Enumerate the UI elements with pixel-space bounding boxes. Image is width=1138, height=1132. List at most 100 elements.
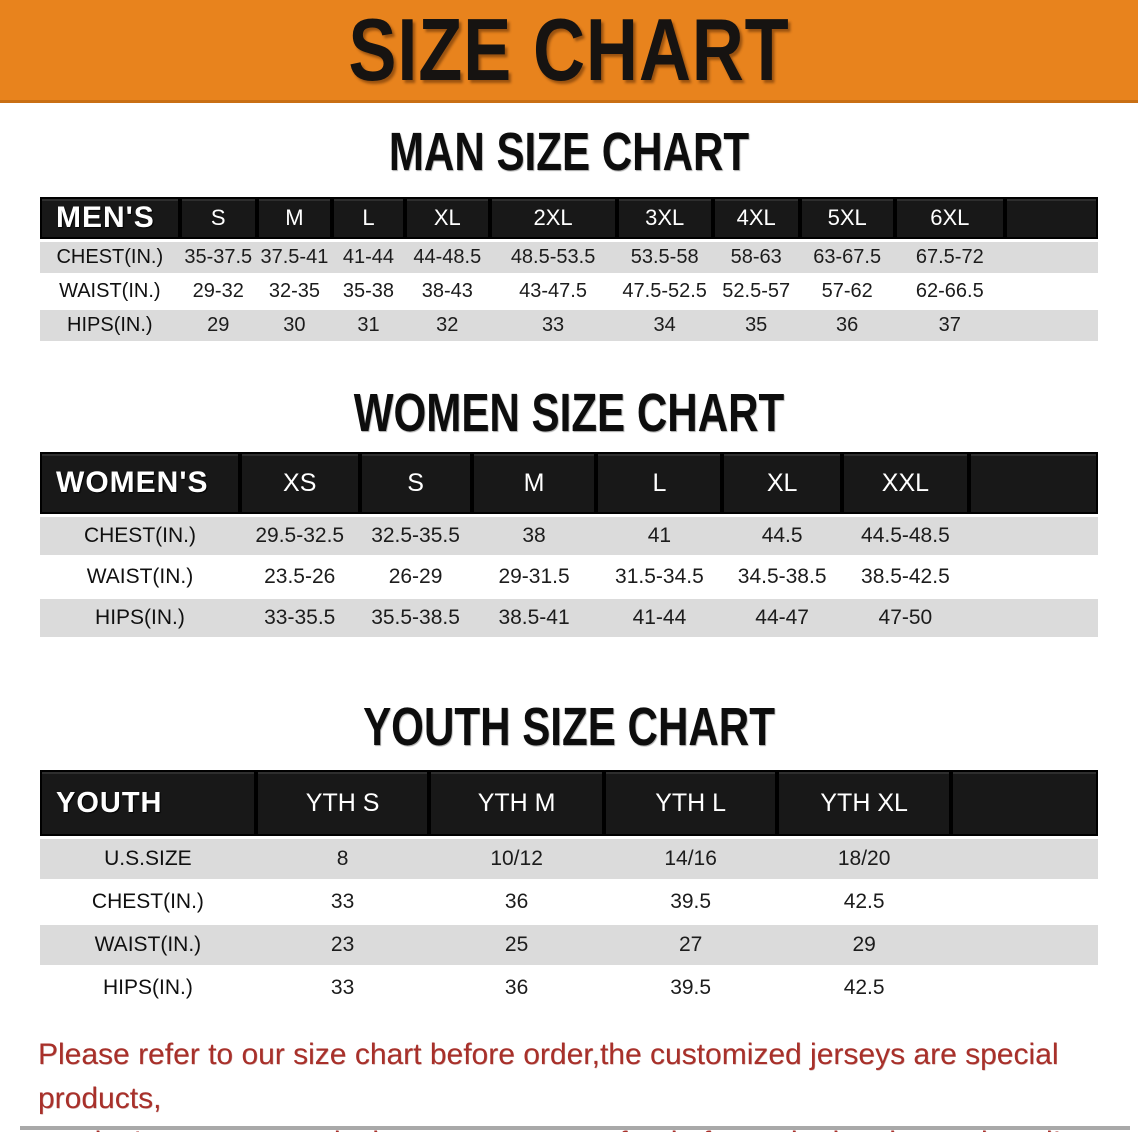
cell-value: 63-67.5 <box>799 242 895 273</box>
youth-size-table: YOUTH YTH S YTH M YTH L YTH XL U.S.SIZE 8 10/1… <box>40 767 1098 1011</box>
cell-value: 29-32 <box>179 276 257 307</box>
header-row: WOMEN'S XS S M L XL XXL <box>40 452 1098 514</box>
cell-value: 67.5-72 <box>894 242 1005 273</box>
cell-value: 57-62 <box>799 276 895 307</box>
row-label: CHEST(IN.) <box>40 517 240 555</box>
table-row: HIPS(IN.) 29 30 31 32 33 34 35 36 37 <box>40 310 1098 341</box>
women-section-heading: WOMEN SIZE CHART <box>0 384 1138 442</box>
column-header: 3XL <box>616 197 713 239</box>
column-header: YTH XL <box>777 770 951 836</box>
header-row: YOUTH YTH S YTH M YTH L YTH XL <box>40 770 1098 836</box>
table-corner-label: YOUTH <box>40 770 256 836</box>
cell-value: 33 <box>489 310 617 341</box>
cell-value: 33-35.5 <box>239 599 360 637</box>
row-label: CHEST(IN.) <box>40 242 180 273</box>
row-label: WAIST(IN.) <box>40 558 240 596</box>
cell-value: 32-35 <box>256 276 332 307</box>
cell-value: 41 <box>596 517 723 555</box>
row-spacer <box>968 517 1098 555</box>
column-header: 4XL <box>712 197 800 239</box>
cell-value: 41-44 <box>331 242 405 273</box>
column-header: S <box>179 197 257 239</box>
header-spacer <box>1004 197 1098 239</box>
cell-value: 8 <box>255 839 430 879</box>
row-spacer <box>950 882 1098 922</box>
column-header: YTH M <box>429 770 604 836</box>
row-spacer <box>1004 276 1098 307</box>
cell-value: 53.5-58 <box>616 242 713 273</box>
table-row: WAIST(IN.) 23.5-26 26-29 29-31.5 31.5-34.5 34… <box>40 558 1098 596</box>
cell-value: 32.5-35.5 <box>359 517 472 555</box>
cell-value: 29 <box>179 310 257 341</box>
cell-value: 38.5-42.5 <box>841 558 969 596</box>
cell-value: 31 <box>331 310 405 341</box>
table-row: U.S.SIZE 8 10/12 14/16 18/20 <box>40 839 1098 879</box>
cell-value: 38 <box>471 517 597 555</box>
cell-value: 33 <box>255 882 430 922</box>
row-label: HIPS(IN.) <box>40 310 180 341</box>
cell-value: 26-29 <box>359 558 472 596</box>
cell-value: 47-50 <box>841 599 969 637</box>
cell-value: 18/20 <box>777 839 951 879</box>
cell-value: 14/16 <box>603 839 778 879</box>
column-header: 6XL <box>894 197 1005 239</box>
header-spacer <box>950 770 1098 836</box>
row-spacer <box>968 558 1098 596</box>
column-header: L <box>331 197 405 239</box>
column-header: M <box>256 197 332 239</box>
cell-value: 43-47.5 <box>489 276 617 307</box>
cell-value: 37.5-41 <box>256 242 332 273</box>
cell-value: 25 <box>429 925 604 965</box>
table-row: HIPS(IN.) 33-35.5 35.5-38.5 38.5-41 41-44 44-… <box>40 599 1098 637</box>
cell-value: 36 <box>429 882 604 922</box>
cell-value: 34 <box>616 310 713 341</box>
man-section-heading-text: MAN SIZE CHART <box>388 122 750 182</box>
cell-value: 27 <box>603 925 778 965</box>
table-corner-label: MEN'S <box>40 197 180 239</box>
row-label: WAIST(IN.) <box>40 925 256 965</box>
youth-section-heading-text: YOUTH SIZE CHART <box>363 697 775 757</box>
cell-value: 35.5-38.5 <box>359 599 472 637</box>
row-spacer <box>950 839 1098 879</box>
womens-size-table: WOMEN'S XS S M L XL XXL CHEST(IN.) 29.5-32.5 32.… <box>40 449 1098 640</box>
cell-value: 44-48.5 <box>404 242 490 273</box>
cell-value: 35-37.5 <box>179 242 257 273</box>
cell-value: 42.5 <box>777 968 951 1008</box>
header-spacer <box>968 452 1098 514</box>
column-header: XXL <box>841 452 969 514</box>
cell-value: 31.5-34.5 <box>596 558 723 596</box>
column-header: L <box>596 452 723 514</box>
row-spacer <box>950 925 1098 965</box>
row-label: CHEST(IN.) <box>40 882 256 922</box>
row-label: U.S.SIZE <box>40 839 256 879</box>
cell-value: 23 <box>255 925 430 965</box>
row-label: HIPS(IN.) <box>40 968 256 1008</box>
table-row: CHEST(IN.) 35-37.5 37.5-41 41-44 44-48.5 48.5… <box>40 242 1098 273</box>
cell-value: 32 <box>404 310 490 341</box>
cell-value: 35 <box>712 310 800 341</box>
table-row: CHEST(IN.) 29.5-32.5 32.5-35.5 38 41 44.5 44.5… <box>40 517 1098 555</box>
youth-section-heading: YOUTH SIZE CHART <box>0 698 1138 756</box>
cell-value: 41-44 <box>596 599 723 637</box>
header-row: MEN'S S M L XL 2XL 3XL 4XL 5XL 6XL <box>40 197 1098 239</box>
table-row: WAIST(IN.) 29-32 32-35 35-38 38-43 43-47.5 47.… <box>40 276 1098 307</box>
row-spacer <box>968 599 1098 637</box>
column-header: XL <box>722 452 842 514</box>
column-header: YTH L <box>603 770 778 836</box>
mens-size-table: MEN'S S M L XL 2XL 3XL 4XL 5XL 6XL CHEST(IN.) 35-3… <box>40 194 1098 344</box>
column-header: 5XL <box>799 197 895 239</box>
cell-value: 39.5 <box>603 968 778 1008</box>
cell-value: 44-47 <box>722 599 842 637</box>
row-label: WAIST(IN.) <box>40 276 180 307</box>
women-section-heading-text: WOMEN SIZE CHART <box>353 383 785 443</box>
column-header: 2XL <box>489 197 617 239</box>
cell-value: 23.5-26 <box>239 558 360 596</box>
man-section-heading: MAN SIZE CHART <box>0 123 1138 181</box>
cell-value: 10/12 <box>429 839 604 879</box>
column-header: S <box>359 452 472 514</box>
cell-value: 36 <box>799 310 895 341</box>
cell-value: 39.5 <box>603 882 778 922</box>
cell-value: 47.5-52.5 <box>616 276 713 307</box>
table-row: CHEST(IN.) 33 36 39.5 42.5 <box>40 882 1098 922</box>
disclaimer: Please refer to our size chart before or… <box>0 1033 1138 1132</box>
